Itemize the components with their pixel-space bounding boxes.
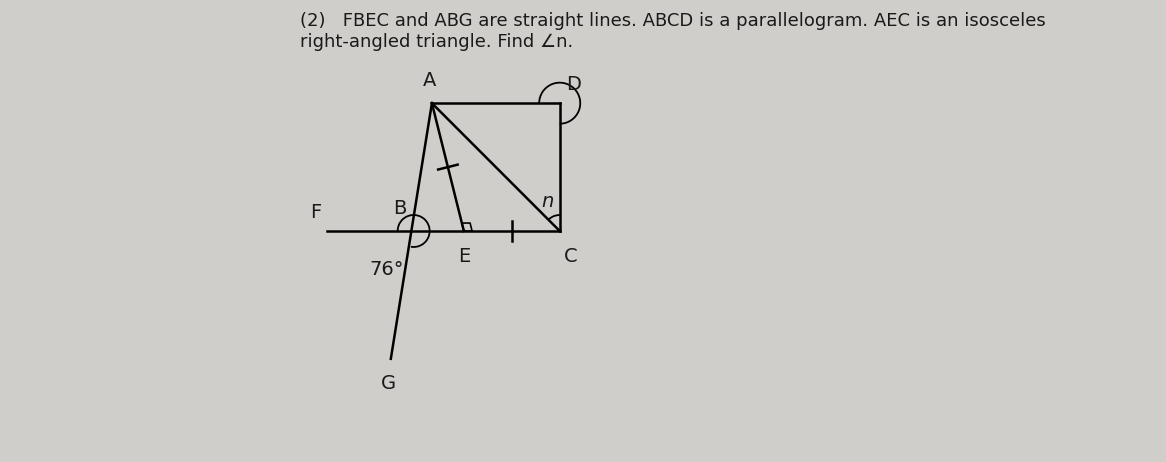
Text: F: F: [310, 203, 321, 222]
Text: D: D: [566, 75, 581, 94]
Text: B: B: [393, 199, 407, 218]
Text: 76°: 76°: [368, 260, 403, 280]
Text: E: E: [458, 247, 470, 266]
Text: C: C: [564, 247, 578, 266]
Text: A: A: [423, 71, 436, 90]
Text: (2)   FBEC and ABG are straight lines. ABCD is a parallelogram. AEC is an isosce: (2) FBEC and ABG are straight lines. ABC…: [300, 12, 1045, 51]
Text: n: n: [541, 192, 554, 211]
Text: G: G: [381, 374, 396, 394]
